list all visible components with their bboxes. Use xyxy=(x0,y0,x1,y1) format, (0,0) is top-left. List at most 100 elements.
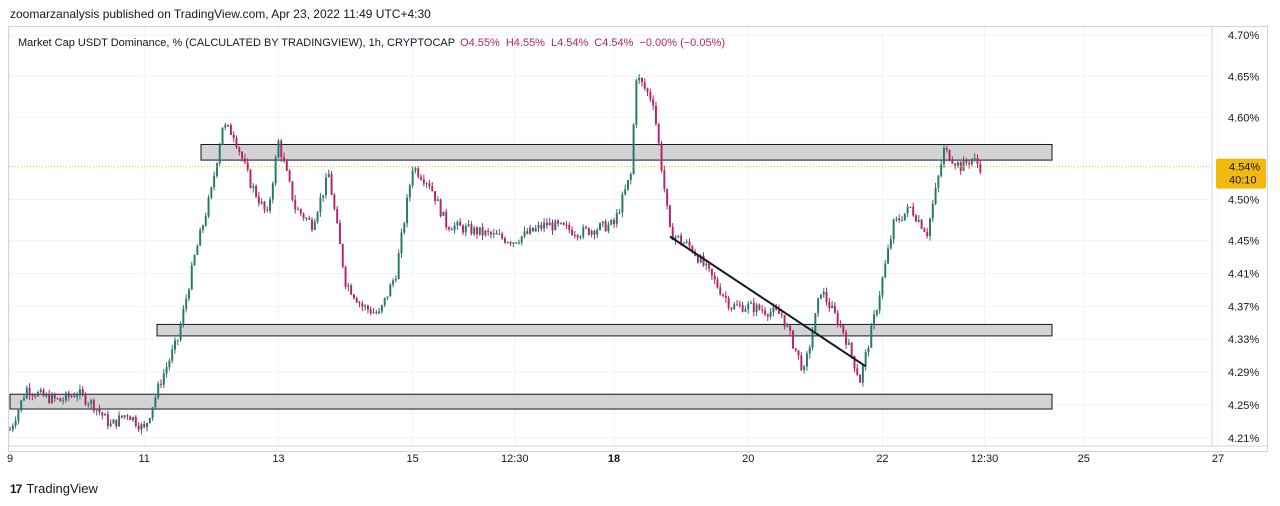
candle-body xyxy=(713,275,716,280)
candle-body xyxy=(906,206,909,214)
candle xyxy=(699,253,702,264)
x-tick-label: 12:30 xyxy=(971,453,999,465)
candle xyxy=(313,218,316,231)
candle-body xyxy=(232,134,235,139)
candle-body xyxy=(92,400,95,411)
candle xyxy=(587,227,590,236)
candle xyxy=(652,95,655,111)
candle-body xyxy=(635,80,638,125)
candle xyxy=(151,407,154,421)
candle-body xyxy=(352,294,355,299)
candle xyxy=(260,198,263,205)
footer-brand[interactable]: TradingView xyxy=(26,481,98,496)
candle-body xyxy=(629,173,632,181)
candle-body xyxy=(688,241,691,247)
candle xyxy=(327,169,330,178)
candle-body xyxy=(274,157,277,184)
candle-body xyxy=(366,305,369,310)
candle xyxy=(280,138,283,162)
candle xyxy=(526,228,529,235)
candle xyxy=(847,338,850,346)
candle-body xyxy=(207,197,210,217)
candle xyxy=(593,229,596,240)
candle xyxy=(867,345,870,357)
candle xyxy=(942,145,945,168)
candle-body xyxy=(9,429,11,431)
candle xyxy=(923,227,926,233)
candle xyxy=(392,278,395,288)
candle xyxy=(333,193,336,211)
candle xyxy=(719,283,722,296)
candle-body xyxy=(691,246,694,252)
candle xyxy=(649,88,652,102)
y-tick-label: 4.65% xyxy=(1228,71,1259,83)
candle-body xyxy=(778,309,780,314)
candle xyxy=(909,206,912,209)
candle-body xyxy=(160,383,162,385)
candle-body xyxy=(685,241,688,243)
candle xyxy=(288,168,291,183)
candle-body xyxy=(817,298,820,314)
candle-body xyxy=(895,218,898,220)
candle xyxy=(545,218,548,229)
tradingview-logo-icon: 17 xyxy=(10,481,22,496)
candle xyxy=(738,300,741,308)
candle xyxy=(895,216,898,223)
candle xyxy=(154,395,157,410)
candle xyxy=(797,350,800,360)
candle xyxy=(708,263,711,273)
candle-body xyxy=(162,373,165,385)
candle xyxy=(434,191,437,205)
candle-body xyxy=(213,175,216,188)
candle-body xyxy=(425,183,428,185)
candle-body xyxy=(470,224,473,235)
candle xyxy=(929,217,931,241)
candle-body xyxy=(126,415,129,417)
y-tick-label: 4.37% xyxy=(1228,301,1259,313)
y-tick-label: 4.21% xyxy=(1228,433,1259,445)
candle-body xyxy=(537,224,540,229)
y-tick-label: 4.29% xyxy=(1228,367,1259,379)
candle xyxy=(803,364,806,374)
candle-body xyxy=(358,302,361,304)
candle-body xyxy=(389,284,392,297)
candle-body xyxy=(221,127,224,145)
candle xyxy=(901,215,903,222)
legend-low: L4.54% xyxy=(551,37,589,49)
candle-body xyxy=(129,416,132,421)
candle-body xyxy=(280,140,283,158)
candle-body xyxy=(187,289,190,299)
candle xyxy=(607,221,610,234)
candle xyxy=(529,225,532,235)
candle-body xyxy=(627,180,629,190)
candle-body xyxy=(302,213,305,219)
candle-body xyxy=(154,397,157,408)
candle-body xyxy=(171,349,174,361)
candle-body xyxy=(478,227,481,235)
candle-body xyxy=(95,409,98,411)
candle-body xyxy=(657,123,660,144)
candle-body xyxy=(744,309,747,312)
candle xyxy=(53,392,56,403)
candle xyxy=(336,206,339,224)
footer: 17 TradingView xyxy=(10,481,98,496)
candle-body xyxy=(84,393,87,405)
candle-body xyxy=(333,194,336,209)
candle-body xyxy=(607,224,610,232)
candle-body xyxy=(699,255,702,263)
candle-body xyxy=(920,219,923,229)
candle xyxy=(403,221,406,235)
candle-body xyxy=(551,222,554,231)
candle xyxy=(713,272,716,285)
candle-body xyxy=(889,239,892,249)
candle-body xyxy=(151,407,154,418)
candle xyxy=(246,158,249,172)
candle xyxy=(266,206,269,213)
candle-body xyxy=(875,310,878,315)
candle-body xyxy=(791,330,794,349)
candle-body xyxy=(926,231,929,236)
candle-body xyxy=(719,287,722,295)
candle xyxy=(727,295,730,311)
candle-body xyxy=(67,392,70,397)
